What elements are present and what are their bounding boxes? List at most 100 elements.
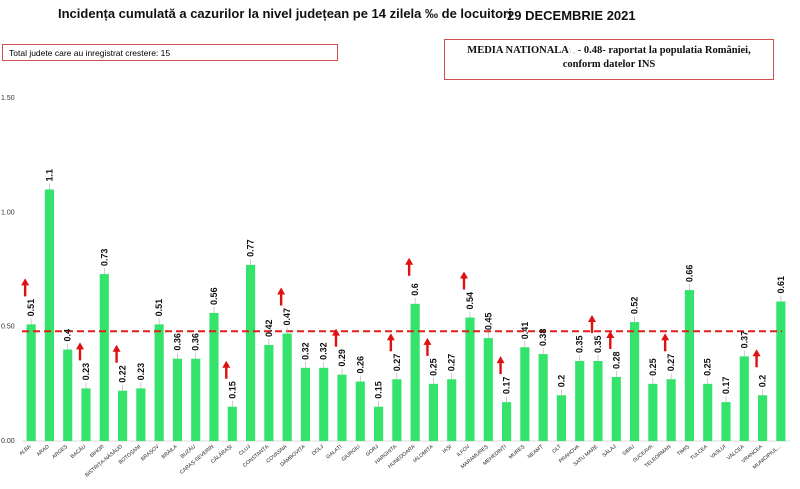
bar (392, 379, 402, 441)
value-label: 0.29 (337, 349, 347, 367)
category-label: DOLJ (311, 444, 325, 457)
value-label: 0.27 (392, 354, 402, 372)
value-label: 0.17 (721, 377, 731, 395)
bar (428, 383, 438, 441)
bar (191, 358, 201, 441)
value-label: 0.73 (99, 249, 109, 267)
category-label: IAȘI (442, 444, 453, 455)
bar (410, 303, 420, 441)
y-tick-label: 1.00 (1, 209, 15, 216)
increase-arrow-icon (386, 333, 395, 352)
category-label: MUREȘ (508, 444, 527, 461)
value-label: 0.27 (447, 354, 457, 372)
value-label: 0.51 (26, 299, 36, 317)
increase-arrow-icon (661, 333, 670, 352)
bar (319, 367, 329, 441)
y-tick-label: 0.00 (1, 438, 15, 445)
bar (447, 379, 457, 441)
value-label: 0.23 (136, 363, 146, 381)
bar (758, 395, 768, 441)
value-labels: 0.51 1.1 0.4 0.23 0.73 0.22 0.23 0.51 0.36 0.36 0.… (26, 169, 786, 407)
growth-note-box: Total judete care au inregistrat crester… (2, 44, 338, 61)
bar (666, 379, 676, 441)
bar (246, 264, 256, 441)
value-label: 0.6 (410, 283, 420, 296)
bar (374, 406, 384, 441)
bar (99, 274, 109, 441)
increase-arrow-icon (76, 342, 84, 361)
value-label: 0.45 (483, 313, 493, 331)
value-label: 0.35 (593, 335, 603, 353)
y-tick-label: 1.50 (1, 95, 15, 102)
bar (355, 381, 365, 441)
category-label: VASLUI (710, 444, 728, 460)
value-label: 0.77 (246, 239, 256, 257)
value-label: 0.28 (611, 351, 621, 369)
value-label: 0.25 (703, 358, 713, 376)
chart-title: Incidența cumulată a cazurilor la nivel … (58, 6, 512, 21)
increase-arrow-icon (423, 337, 432, 356)
value-label: 0.42 (264, 319, 274, 337)
bars (26, 189, 786, 441)
increase-arrow-icon (606, 330, 615, 349)
increase-arrow-icon (405, 257, 414, 276)
category-label: ALBA (18, 444, 32, 457)
bar (721, 402, 731, 441)
bar (739, 356, 749, 441)
value-label: 0.25 (428, 358, 438, 376)
bar (684, 290, 694, 441)
increase-arrow-icon (460, 271, 468, 290)
value-label: 0.41 (520, 322, 530, 340)
bar (172, 358, 182, 441)
bar (575, 360, 585, 441)
bar (593, 360, 603, 441)
bar (154, 324, 164, 441)
bar (81, 388, 91, 441)
bar (44, 189, 54, 441)
bar (502, 402, 512, 441)
category-label: NEAMȚ (527, 443, 545, 460)
increase-arrow-icon (588, 314, 596, 333)
value-label: 0.51 (154, 299, 164, 317)
value-label: 0.27 (666, 354, 676, 372)
growth-note-text: Total judete care au inregistrat crester… (9, 48, 171, 58)
value-label: 0.25 (648, 358, 658, 376)
bar (209, 312, 219, 441)
bar (611, 376, 621, 441)
value-label: 0.36 (172, 333, 182, 351)
value-label: 0.22 (118, 365, 128, 383)
bar (703, 383, 713, 441)
value-label: 0.2 (556, 375, 566, 388)
increase-arrow-icon (21, 278, 30, 297)
increase-arrow-icon (332, 328, 340, 347)
value-label: 0.32 (300, 342, 310, 360)
category-label: BRĂILA (160, 443, 179, 461)
category-label: CLUJ (238, 444, 252, 457)
y-tick-label: 0.50 (1, 324, 15, 331)
bar (136, 388, 146, 441)
value-label: 0.47 (282, 308, 292, 326)
increase-arrow-icon (277, 287, 286, 306)
value-label: 0.17 (502, 377, 512, 395)
national-average-box: MEDIA NATIONALA\ , - 0.48- raportat la p… (444, 39, 774, 80)
bar (520, 347, 530, 441)
bar (483, 338, 493, 441)
category-label: ARAD (36, 444, 51, 458)
category-label: TULCEA (689, 444, 709, 462)
bar (26, 324, 36, 441)
increase-arrow-icon (112, 344, 121, 363)
bar (63, 349, 73, 441)
value-label: 1.1 (44, 169, 54, 182)
national-average-text: - 0.48- raportat la populatia României, (575, 45, 751, 56)
bar (538, 354, 548, 441)
bar (227, 406, 237, 441)
category-labels: ALBA ARAD ARGEȘ BACĂU BIHORBISTRIȚA-NĂSĂUDBO… (18, 443, 782, 479)
category-label: ARGEȘ (51, 444, 69, 461)
category-label: OLT (551, 443, 563, 454)
value-label: 0.38 (538, 329, 548, 347)
bar (630, 322, 640, 441)
value-label: 0.26 (355, 356, 365, 374)
national-average-lead: MEDIA NATIONALA (467, 45, 569, 56)
category-label: TIMIȘ (676, 444, 691, 458)
